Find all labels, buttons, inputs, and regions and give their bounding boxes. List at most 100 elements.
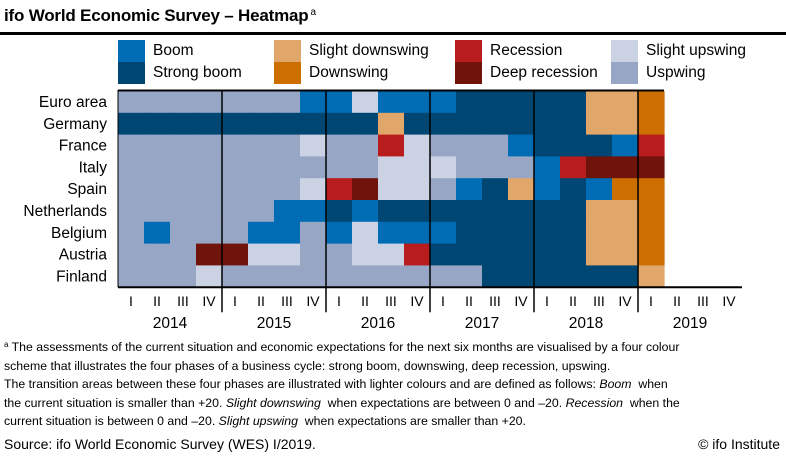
heatmap-cell-strong-boom xyxy=(534,200,561,223)
heatmap-cell-strong-boom xyxy=(456,200,483,223)
legend-swatch-slight-downswing xyxy=(274,40,301,62)
heatmap-cell-uspwing xyxy=(274,91,301,114)
heatmap-cell-uspwing xyxy=(326,156,353,179)
heatmap-cell-uspwing xyxy=(222,265,249,288)
country-label: Netherlands xyxy=(23,203,107,220)
heatmap-cell-strong-boom xyxy=(560,112,587,136)
heatmap-cell-deep-recession xyxy=(612,156,639,179)
heatmap-cell-strong-boom xyxy=(482,265,509,288)
heatmap-cell-uspwing xyxy=(300,156,327,179)
heatmap-cell-uspwing xyxy=(170,91,197,114)
heatmap-cell-strong-boom xyxy=(534,265,561,288)
heatmap-cell-strong-boom xyxy=(222,112,249,136)
heatmap-cell-strong-boom xyxy=(508,265,535,288)
heatmap-cell-boom xyxy=(430,221,457,245)
quarter-tick-label: I xyxy=(649,293,653,309)
heatmap-cell-strong-boom xyxy=(534,243,561,266)
heatmap-cell-boom xyxy=(144,221,171,245)
heatmap-cell-strong-boom xyxy=(560,91,587,114)
footnote: a The assessments of the current situati… xyxy=(4,336,784,431)
quarter-tick-label: I xyxy=(441,293,445,309)
heatmap-cell-boom xyxy=(404,221,431,245)
country-label: Belgium xyxy=(51,225,107,242)
heatmap-cell-uspwing xyxy=(456,134,483,157)
heatmap-cell-strong-boom xyxy=(508,91,535,114)
heatmap-cell-uspwing xyxy=(118,91,145,114)
heatmap-cell-uspwing xyxy=(144,200,171,223)
heatmap-cell-strong-boom xyxy=(560,243,587,266)
heatmap-cell-uspwing xyxy=(196,156,223,179)
heatmap-cell-strong-boom xyxy=(482,178,509,201)
heatmap-cell-uspwing xyxy=(144,156,171,179)
heatmap-cell-strong-boom xyxy=(586,265,613,288)
heatmap-cell-strong-boom xyxy=(560,221,587,245)
heatmap-cell-boom xyxy=(404,91,431,114)
heatmap-cell-strong-boom xyxy=(456,221,483,245)
title-footnote-marker: a xyxy=(310,7,316,18)
heatmap-cell-uspwing xyxy=(118,178,145,201)
heatmap-cell-uspwing xyxy=(222,221,249,245)
heatmap-cell-slight-downswing xyxy=(378,112,405,136)
heatmap-cell-uspwing xyxy=(170,134,197,157)
heatmap-cell-strong-boom xyxy=(508,200,535,223)
heatmap-cell-uspwing xyxy=(170,243,197,266)
heatmap-cell-strong-boom xyxy=(482,243,509,266)
legend-swatch-slight-upswing xyxy=(611,40,638,62)
heatmap-cell-deep-recession xyxy=(638,156,665,179)
heatmap-cell-strong-boom xyxy=(560,200,587,223)
legend-swatch-boom xyxy=(118,40,145,62)
heatmap-cell-uspwing xyxy=(430,265,457,288)
legend-swatch-deep-recession xyxy=(455,62,482,84)
heatmap-cell-boom xyxy=(534,178,561,201)
heatmap-chart: Euro area Germany France Italy Spain Netherla… xyxy=(23,89,742,332)
heatmap-cell-slight-upswing xyxy=(300,178,327,201)
heatmap-cell-slight-upswing xyxy=(430,156,457,179)
quarter-tick-label: III xyxy=(177,293,189,309)
quarter-tick-label: III xyxy=(489,293,501,309)
quarter-tick-label: III xyxy=(281,293,293,309)
heatmap-cell-uspwing xyxy=(170,265,197,288)
heatmap-cell-strong-boom xyxy=(560,134,587,157)
heatmap-cell-slight-upswing xyxy=(352,243,379,266)
legend-label-slight-downswing: Slight downswing xyxy=(309,42,429,59)
heatmap-cell-uspwing xyxy=(326,265,353,288)
heatmap-cell-strong-boom xyxy=(404,200,431,223)
heatmap-cell-boom xyxy=(300,91,327,114)
country-label: Finland xyxy=(56,268,107,285)
heatmap-cell-strong-boom xyxy=(196,112,223,136)
heatmap-cell-boom xyxy=(456,178,483,201)
country-label: Spain xyxy=(67,181,107,198)
heatmap-cell-recession xyxy=(378,134,405,157)
heatmap-cell-uspwing xyxy=(482,156,509,179)
heatmap-cell-uspwing xyxy=(326,243,353,266)
heatmap-cell-strong-boom xyxy=(534,134,561,157)
quarter-tick-label: II xyxy=(673,293,681,309)
heatmap-cell-strong-boom xyxy=(456,91,483,114)
heatmap-cell-uspwing xyxy=(196,200,223,223)
heatmap-cell-recession xyxy=(326,178,353,201)
heatmap-cell-strong-boom xyxy=(534,91,561,114)
heatmap-cell-slight-downswing xyxy=(508,178,535,201)
heatmap-cell-uspwing xyxy=(118,265,145,288)
heatmap-cell-strong-boom xyxy=(326,112,353,136)
heatmap-cell-uspwing xyxy=(326,134,353,157)
legend-label-upswing: Uspwing xyxy=(646,64,706,81)
heatmap-cell-slight-upswing xyxy=(404,134,431,157)
heatmap-cell-uspwing xyxy=(118,221,145,245)
heatmap-cell-strong-boom xyxy=(430,112,457,136)
heatmap-cell-uspwing xyxy=(222,200,249,223)
heatmap-cell-strong-boom xyxy=(170,112,197,136)
heatmap-cell-slight-upswing xyxy=(378,243,405,266)
heatmap-cell-boom xyxy=(534,156,561,179)
heatmap-cell-boom xyxy=(508,134,535,157)
heatmap-cell-slight-downswing xyxy=(586,243,613,266)
legend-label-deep-recession: Deep recession xyxy=(490,64,598,81)
country-label: Austria xyxy=(59,247,108,264)
heatmap-cell-uspwing xyxy=(352,156,379,179)
heatmap-cell-uspwing xyxy=(248,91,275,114)
footnote-line-1: a The assessments of the current situati… xyxy=(4,336,784,357)
heatmap-cell-deep-recession xyxy=(196,243,223,266)
heatmap-cell-uspwing xyxy=(430,134,457,157)
year-tick-label: 2018 xyxy=(569,315,603,332)
heatmap-cell-uspwing xyxy=(170,200,197,223)
